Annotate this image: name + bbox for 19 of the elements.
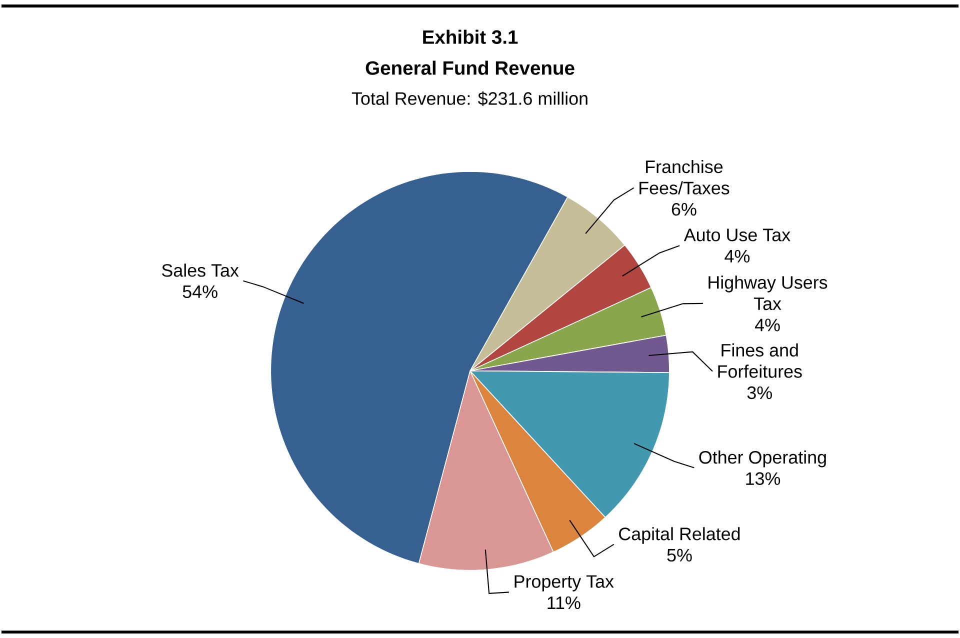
data-label: 3% bbox=[747, 386, 772, 400]
slice-label: Other Operating bbox=[699, 450, 826, 468]
chart-subtitle: General Fund Revenue bbox=[366, 60, 574, 75]
slice-label: Fines and Forfeitures bbox=[718, 343, 802, 378]
slice-label: Franchise Fees/Taxes bbox=[640, 160, 730, 194]
text: Total Revenue: $231.6 million bbox=[352, 91, 588, 106]
data-label: 54% bbox=[182, 285, 218, 298]
slice-label: Capital Related bbox=[619, 527, 740, 544]
slice-label: Highway Users Tax bbox=[708, 276, 828, 310]
chart-title: Exhibit 3.1 bbox=[423, 30, 518, 44]
slice-label: Auto Use Tax bbox=[684, 228, 790, 242]
data-label: 4% bbox=[754, 318, 780, 332]
slice-label: Property Tax bbox=[514, 575, 614, 592]
data-label: 4% bbox=[724, 250, 750, 262]
slice-label: Sales Tax bbox=[162, 264, 239, 277]
data-label: 5% bbox=[667, 548, 692, 562]
data-label: 13% bbox=[746, 472, 780, 485]
data-label: 6% bbox=[672, 202, 696, 216]
data-label: 11% bbox=[548, 596, 580, 610]
